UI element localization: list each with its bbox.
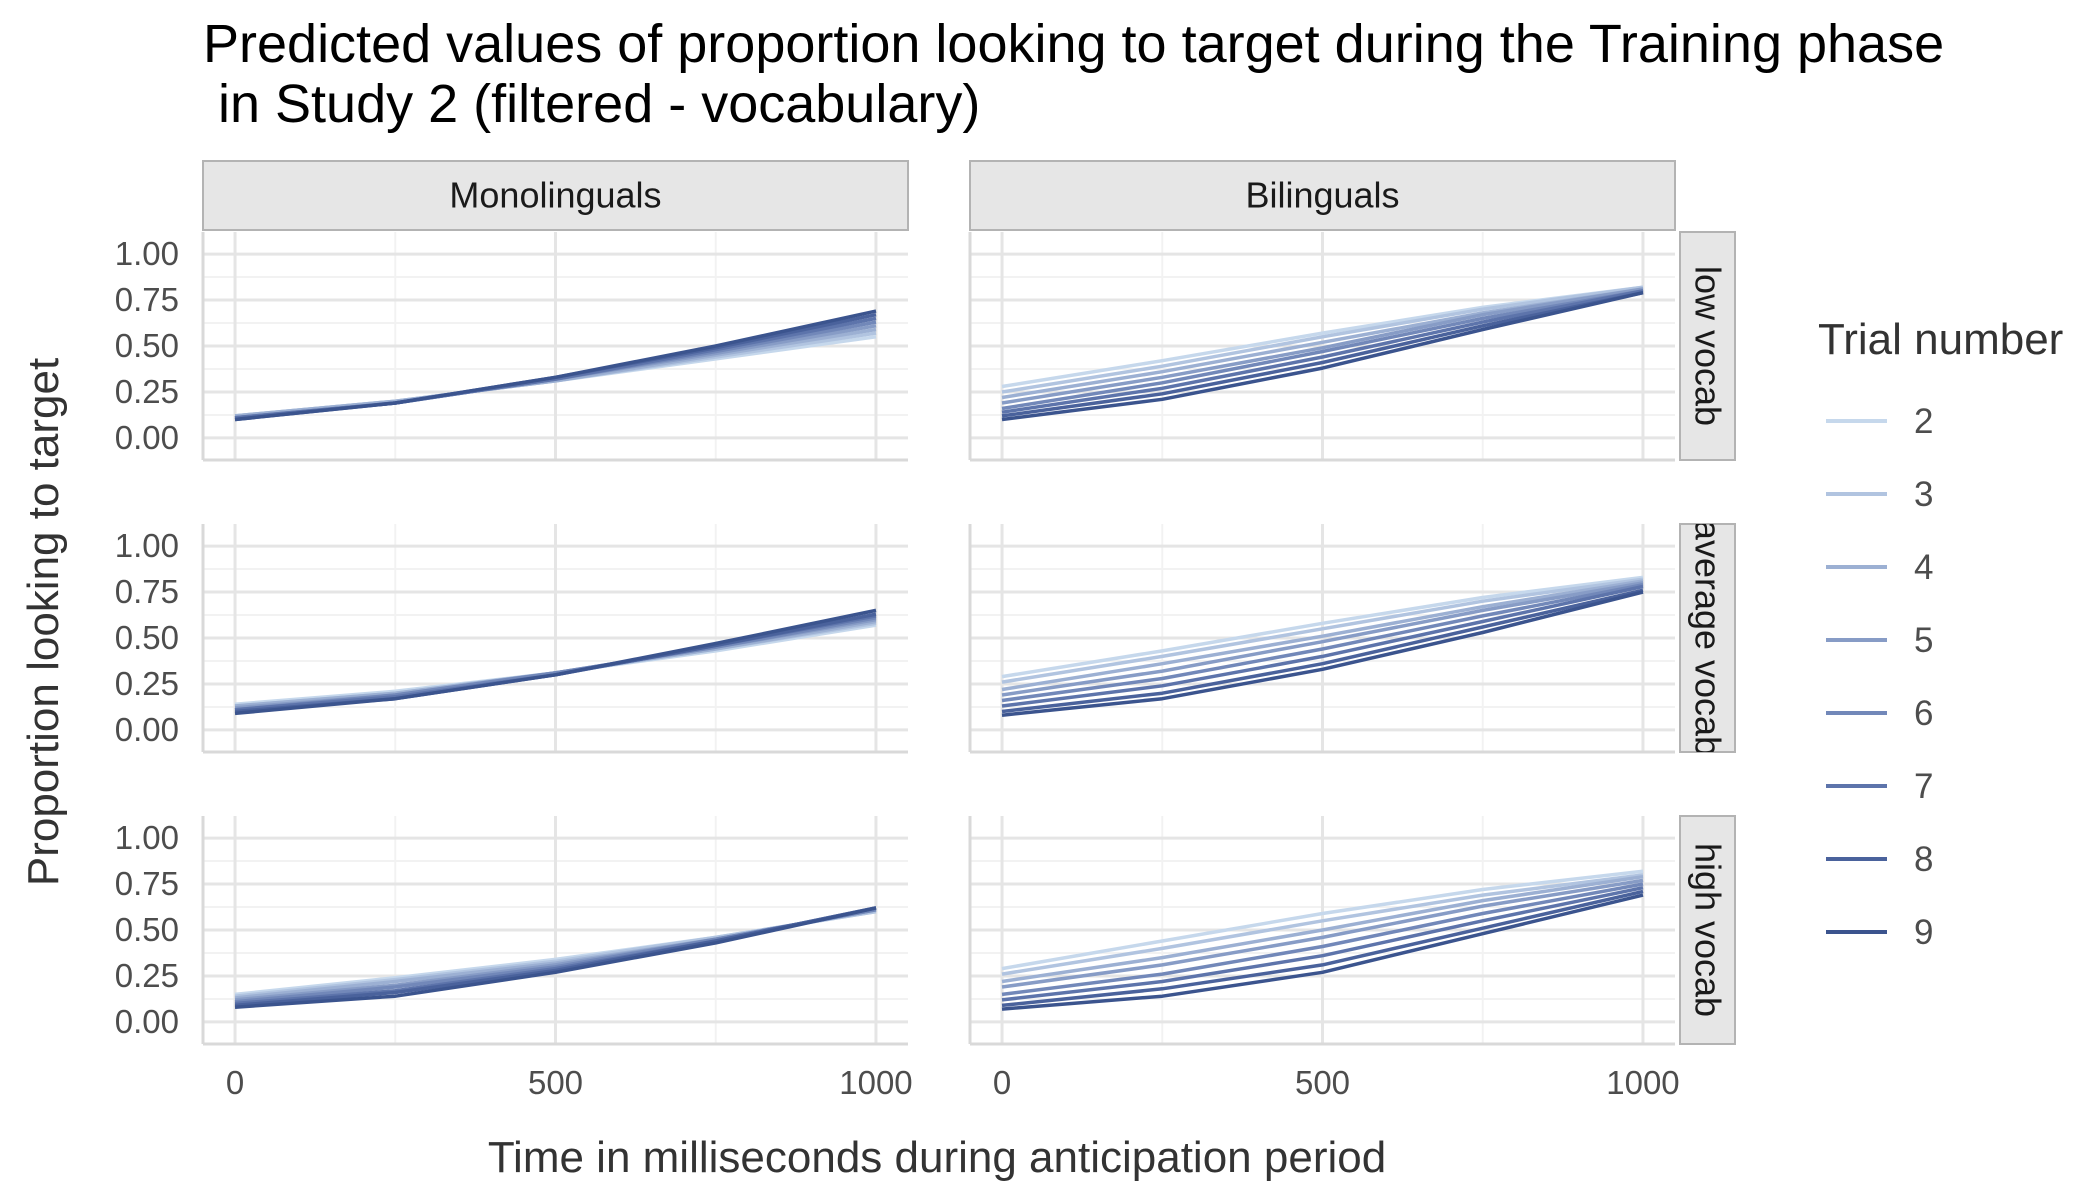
panel-monolinguals-average-vocab: 0.00 0.25 0.50 0.75 1.00 xyxy=(115,524,908,754)
legend-entry-3: 3 xyxy=(1826,475,1933,514)
series-line-trial-3 xyxy=(1001,873,1644,976)
legend-entry-label: 9 xyxy=(1914,913,1933,952)
series-line-trial-9 xyxy=(234,608,877,716)
series-line-trial-6 xyxy=(1001,582,1644,703)
series-line-trial-3 xyxy=(1001,577,1644,684)
series-line-trial-9 xyxy=(1001,290,1644,422)
column-strip-box xyxy=(202,160,909,231)
legend-entry-label: 3 xyxy=(1914,475,1933,514)
row-strip-label: high vocab xyxy=(1688,843,1729,1017)
series-line-trial-9 xyxy=(234,309,877,422)
series-line-trial-4 xyxy=(1001,579,1644,692)
y-tick-label: 0.00 xyxy=(115,419,179,456)
series-line-trial-5 xyxy=(1001,287,1644,405)
series-line-trial-7 xyxy=(1001,289,1644,414)
y-tick-label: 0.75 xyxy=(115,865,179,902)
legend-entry-8: 8 xyxy=(1826,840,1933,879)
row-strip-box xyxy=(1679,523,1736,753)
x-tick-label: 0 xyxy=(993,1064,1011,1101)
series-line-trial-5 xyxy=(1001,878,1644,989)
facet-panels: Monolinguals Bilinguals low vocab average v… xyxy=(115,160,1736,1046)
y-tick-label: 0.50 xyxy=(115,911,179,948)
y-tick-label: 0.50 xyxy=(115,327,179,364)
series-line-trial-7 xyxy=(1001,584,1644,708)
legend-entry-label: 4 xyxy=(1914,548,1933,587)
series-line-trial-2 xyxy=(1001,575,1644,679)
series-line-trial-7 xyxy=(1001,885,1644,1002)
series-line-trial-9 xyxy=(1001,590,1644,717)
column-strip-label: Monolinguals xyxy=(449,175,661,216)
chart-title-line-2: in Study 2 (filtered - vocabulary) xyxy=(203,74,980,134)
x-tick-label: 0 xyxy=(226,1064,244,1101)
x-tick-label: 1000 xyxy=(839,1064,912,1101)
y-tick-label: 0.50 xyxy=(115,619,179,656)
x-tick-label: 1000 xyxy=(1606,1064,1679,1101)
legend-entry-label: 2 xyxy=(1914,402,1933,441)
legend-entry-9: 9 xyxy=(1826,913,1933,952)
series-line-trial-8 xyxy=(1001,588,1644,714)
panel-bilinguals-high-vocab xyxy=(968,816,1675,1046)
column-strip-bilinguals: Bilinguals xyxy=(969,160,1676,231)
series-line-trial-4 xyxy=(1001,874,1644,984)
x-axis-title: Time in milliseconds during anticipation… xyxy=(488,1133,1386,1182)
x-tick-label: 500 xyxy=(528,1064,583,1101)
legend-entry-6: 6 xyxy=(1826,694,1933,733)
column-strip-monolinguals: Monolinguals xyxy=(202,160,909,231)
panel-bilinguals-low-vocab xyxy=(968,232,1675,462)
y-tick-label: 0.75 xyxy=(115,281,179,318)
series-line-trial-2 xyxy=(1001,869,1644,971)
panel-bilinguals-average-vocab xyxy=(968,524,1675,754)
row-strip-low-vocab: low vocab xyxy=(1679,231,1736,461)
legend-entry-5: 5 xyxy=(1826,621,1933,660)
y-tick-label: 0.25 xyxy=(115,957,179,994)
y-axis-title: Proportion looking to target xyxy=(19,358,68,886)
y-tick-label: 1.00 xyxy=(115,527,179,564)
legend-title: Trial number xyxy=(1818,315,2063,364)
legend-entry-label: 8 xyxy=(1914,840,1933,879)
legend-entry-2: 2 xyxy=(1826,402,1933,441)
series-line-trial-9 xyxy=(1001,893,1644,1011)
series-line-trial-9 xyxy=(234,906,877,1009)
y-tick-label: 0.00 xyxy=(115,711,179,748)
row-strip-box xyxy=(1679,815,1736,1045)
x-axis-ticks: 0 500 1000 0 500 1000 xyxy=(226,1064,1680,1101)
y-tick-label: 0.75 xyxy=(115,573,179,610)
y-tick-label: 0.25 xyxy=(115,665,179,702)
y-tick-label: 1.00 xyxy=(115,819,179,856)
row-strip-label: low vocab xyxy=(1688,266,1729,426)
row-strip-box xyxy=(1679,231,1736,461)
y-tick-label: 0.25 xyxy=(115,373,179,410)
column-strip-box xyxy=(969,160,1676,231)
series-line-trial-8 xyxy=(1001,889,1644,1008)
legend-entry-label: 5 xyxy=(1914,621,1933,660)
row-strip-label: average vocab xyxy=(1688,520,1729,756)
y-tick-label: 0.00 xyxy=(115,1003,179,1040)
series-line-trial-6 xyxy=(1001,289,1644,411)
series-line-trial-8 xyxy=(1001,290,1644,418)
legend-entries: 2 3 4 5 6 7 8 9 xyxy=(1826,402,1933,952)
x-tick-label: 500 xyxy=(1295,1064,1350,1101)
legend: Trial number 2 3 4 5 6 7 8 9 xyxy=(1818,315,2063,952)
y-tick-label: 1.00 xyxy=(115,235,179,272)
row-strip-average-vocab: average vocab xyxy=(1679,520,1736,756)
panel-monolinguals-low-vocab: 0.00 0.25 0.50 0.75 1.00 xyxy=(115,232,908,462)
legend-entry-label: 6 xyxy=(1914,694,1933,733)
chart-title-line-1: Predicted values of proportion looking t… xyxy=(203,14,1944,74)
legend-entry-7: 7 xyxy=(1826,767,1933,806)
row-strip-high-vocab: high vocab xyxy=(1679,815,1736,1045)
series-line-trial-4 xyxy=(234,327,877,418)
panel-monolinguals-high-vocab: 0.00 0.25 0.50 0.75 1.00 xyxy=(115,816,908,1046)
series-line-trial-3 xyxy=(1001,285,1644,394)
legend-entry-4: 4 xyxy=(1826,548,1933,587)
column-strip-label: Bilinguals xyxy=(1245,175,1399,216)
series-line-trial-5 xyxy=(1001,581,1644,697)
series-line-trial-6 xyxy=(1001,882,1644,997)
legend-entry-label: 7 xyxy=(1914,767,1933,806)
